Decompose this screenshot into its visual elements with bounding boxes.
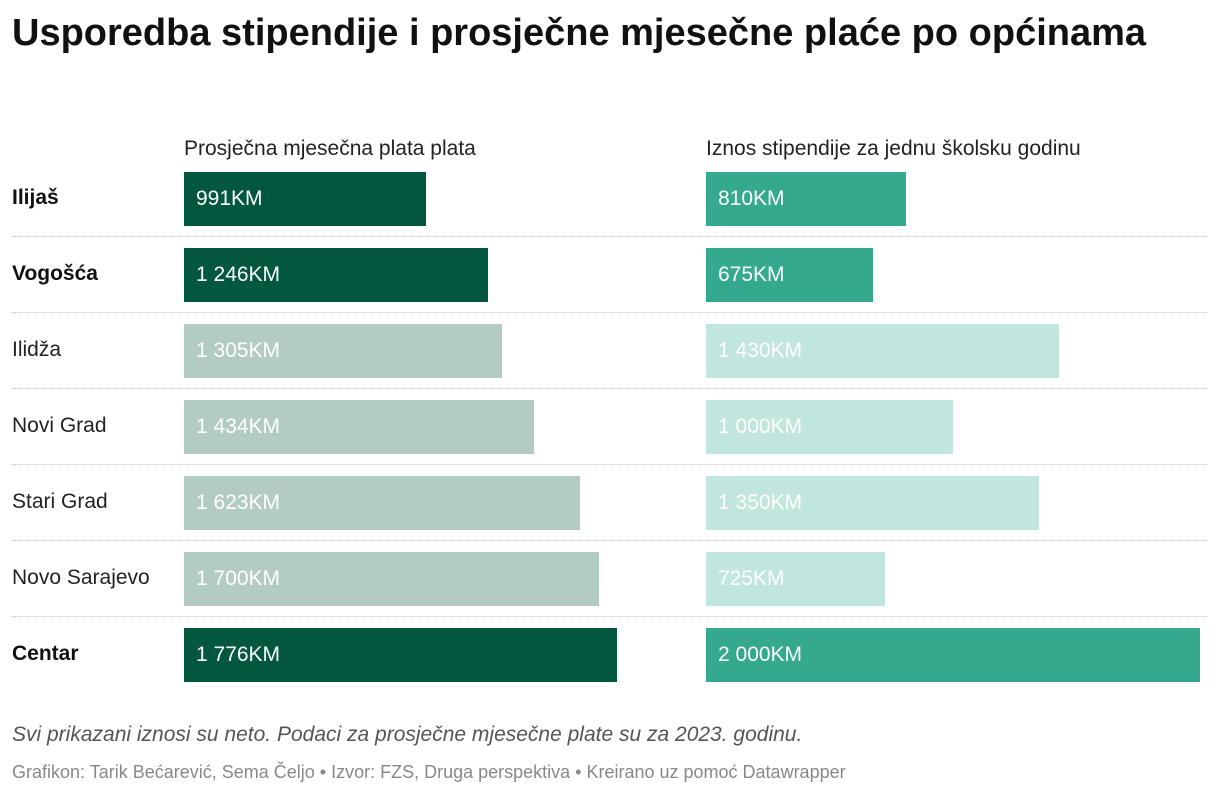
stipend-bar: 725KM bbox=[706, 552, 885, 606]
stipend-value-label: 725KM bbox=[718, 567, 785, 590]
chart-row: Ilidža 1 305KM 1 430KM bbox=[0, 312, 1220, 388]
chart-credits: Grafikon: Tarik Bećarević, Sema Čeljo • … bbox=[12, 762, 846, 782]
stipend-bar: 1 000KM bbox=[706, 400, 953, 454]
category-label: Novo Sarajevo bbox=[12, 566, 150, 589]
chart-footnote: Svi prikazani iznosi su neto. Podaci za … bbox=[12, 723, 803, 746]
salary-value-label: 1 434KM bbox=[196, 415, 281, 438]
stipend-value-label: 1 350KM bbox=[718, 491, 803, 514]
chart-row: Novo Sarajevo 1 700KM 725KM bbox=[0, 540, 1220, 616]
row-separator bbox=[12, 540, 1208, 541]
chart-row: Ilijaš 991KM 810KM bbox=[0, 160, 1220, 236]
category-label: Vogošća bbox=[12, 262, 98, 285]
chart-row: Stari Grad 1 623KM 1 350KM bbox=[0, 464, 1220, 540]
category-label: Stari Grad bbox=[12, 490, 108, 513]
chart-row: Centar 1 776KM 2 000KM bbox=[0, 616, 1220, 692]
salary-bar: 1 246KM bbox=[184, 248, 488, 302]
bar-chart: Ilijaš 991KM 810KM Vogošća 1 246KM 675KM Ilidž… bbox=[0, 160, 1220, 700]
salary-value-label: 1 246KM bbox=[196, 263, 281, 286]
chart-title: Usporedba stipendije i prosječne mjesečn… bbox=[12, 12, 1147, 54]
category-label: Centar bbox=[12, 642, 79, 665]
category-label: Ilidža bbox=[12, 338, 62, 361]
stipend-value-label: 810KM bbox=[718, 187, 785, 210]
salary-bar: 1 434KM bbox=[184, 400, 534, 454]
row-separator bbox=[12, 236, 1208, 237]
stipend-value-label: 675KM bbox=[718, 263, 785, 286]
row-separator bbox=[12, 388, 1208, 389]
column-header-salary: Prosječna mjesečna plata plata bbox=[184, 137, 476, 160]
stipend-bar: 1 350KM bbox=[706, 476, 1039, 530]
row-separator bbox=[12, 616, 1208, 617]
salary-bar: 1 623KM bbox=[184, 476, 580, 530]
salary-value-label: 1 305KM bbox=[196, 339, 281, 362]
stipend-bar: 1 430KM bbox=[706, 324, 1059, 378]
category-label: Ilijaš bbox=[12, 186, 59, 209]
stipend-value-label: 2 000KM bbox=[718, 643, 803, 666]
salary-bar: 1 305KM bbox=[184, 324, 502, 378]
category-label: Novi Grad bbox=[12, 414, 107, 437]
stipend-value-label: 1 000KM bbox=[718, 415, 803, 438]
salary-bar: 1 776KM bbox=[184, 628, 617, 682]
chart-row: Novi Grad 1 434KM 1 000KM bbox=[0, 388, 1220, 464]
salary-bar: 1 700KM bbox=[184, 552, 599, 606]
stipend-bar: 810KM bbox=[706, 172, 906, 226]
row-separator bbox=[12, 464, 1208, 465]
salary-value-label: 1 776KM bbox=[196, 643, 281, 666]
row-separator bbox=[12, 312, 1208, 313]
salary-bar: 991KM bbox=[184, 172, 426, 226]
salary-value-label: 1 623KM bbox=[196, 491, 281, 514]
stipend-bar: 675KM bbox=[706, 248, 873, 302]
stipend-bar: 2 000KM bbox=[706, 628, 1200, 682]
column-header-stipend: Iznos stipendije za jednu školsku godinu bbox=[706, 137, 1081, 160]
chart-row: Vogošća 1 246KM 675KM bbox=[0, 236, 1220, 312]
salary-value-label: 991KM bbox=[196, 187, 263, 210]
salary-value-label: 1 700KM bbox=[196, 567, 281, 590]
stipend-value-label: 1 430KM bbox=[718, 339, 803, 362]
